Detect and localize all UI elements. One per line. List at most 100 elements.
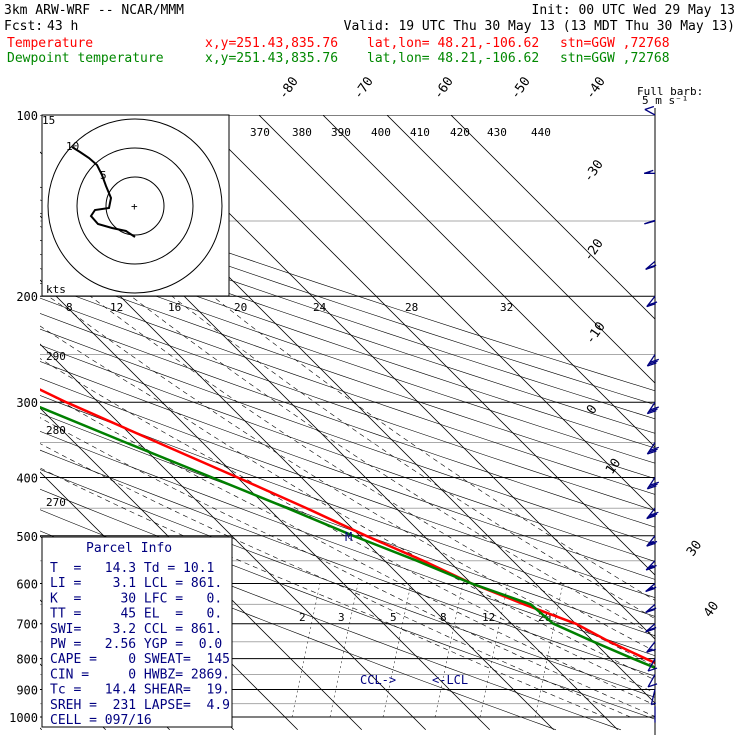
wind-barb [647,674,658,688]
valid-time: Valid: 19 UTC Thu 30 May 13 (13 MDT Thu … [344,19,735,34]
isotherm-label-top: -70 [351,74,377,102]
pressure-label-1000: 1000 [9,711,38,725]
mixing-ratio-label-bottom: 8 [440,611,447,624]
wind-barbs [643,105,660,735]
parcel-marker: M [345,530,352,544]
parcel-info-row: TT = 45 EL = 0. [50,607,222,622]
wind-barb [644,219,656,225]
dry-adiabat [40,226,655,434]
wind-barb [646,401,660,415]
theta-label: 380 [292,126,312,139]
dry-adiabat [40,412,655,637]
temp-latlon: lat,lon= 48.21,-106.62 [367,36,539,51]
isotherm-line [450,115,655,320]
hodograph-trace [71,146,136,238]
wind-barb [646,535,658,547]
dry-adiabat [40,377,655,598]
hodograph-ring-label-15: 15 [42,114,55,127]
mixing-ratio-line [291,583,321,718]
ccl-label: CCL-> [360,673,396,687]
moist-adiabat [40,443,631,718]
pressure-label-500: 500 [16,530,38,544]
parcel-info-row: SWI= 3.2 CCL = 861. [50,622,222,637]
mixing-ratio-label-bottom: 3 [338,611,345,624]
parcel-info-row: T = 14.3 Td = 10.1 [50,561,214,576]
isotherm-line [322,115,655,448]
dry-adiabat [40,449,655,677]
moist-adiabat [40,388,655,706]
theta-label-left: 280 [46,424,66,437]
wind-barb [645,560,657,571]
dry-adiabat [40,239,655,449]
parcel-info-row: Tc = 14.4 SHEAR= 19. [50,683,230,698]
hodograph-ring-15 [47,118,223,294]
dry-adiabat [40,186,655,392]
legend-dewpoint: Dewpoint temperature [7,51,164,66]
moist-adiabat [40,417,655,717]
mixing-ratio-line [434,583,464,718]
theta-label: 370 [250,126,270,139]
mixing-ratio-label-top: 28 [405,301,418,314]
moist-adiabat [130,295,655,636]
theta-label: 410 [410,126,430,139]
parcel-info-row: LI = 3.1 LCL = 861. [50,576,222,591]
pressure-label-400: 400 [16,471,38,485]
isotherm-line [194,115,655,576]
parcel-info-box: Parcel Info T = 14.3 Td = 10.1LI = 3.1 L… [41,536,233,728]
theta-label: 400 [371,126,391,139]
moist-adiabat [212,295,655,601]
barb-legend-line2: 5 m s⁻¹ [642,94,688,107]
isotherm-label-right: -20 [581,236,607,264]
hodograph-ring-5 [105,176,165,236]
fcst-value: 43 h [47,19,78,34]
dew-latlon: lat,lon= 48.21,-106.62 [367,51,539,66]
fcst-label: Fcst: [4,19,43,34]
dry-adiabat [40,268,655,479]
dew-stn: stn=GGW ,72768 [560,51,670,66]
parcel-info-frame [41,536,233,728]
dry-adiabat [40,253,655,464]
theta-label: 420 [450,126,470,139]
mixing-ratio-label-top: 32 [500,301,513,314]
mixing-ratio-line [534,583,564,718]
dry-adiabat [40,212,655,420]
wind-barb [646,442,660,455]
isotherm-line [40,279,490,731]
isotherm-label-right: 30 [684,538,705,559]
dry-adiabat [40,282,655,495]
wind-barb [645,623,657,633]
hodograph-center-mark: + [131,200,138,213]
parcel-info-row: CIN = 0 HWBZ= 2869. [50,667,230,682]
wind-barb [646,477,660,490]
dewpoint-profile [40,405,655,670]
dry-adiabat [40,469,655,698]
parcel-info-row: PW = 2.56 YGP = 0.0 [50,637,222,652]
mixing-ratio-label-bottom: 12 [482,611,495,624]
wind-barb [650,689,657,706]
dry-adiabat [40,297,655,511]
pressure-label-900: 900 [16,683,38,697]
isotherm-line [40,215,554,731]
mixing-ratio-label-top: 8 [66,301,73,314]
model-title: 3km ARW-WRF -- NCAR/MMM [4,3,184,18]
init-time: Init: 00 UTC Wed 29 May 13 [532,3,736,18]
kts-label: kts [46,283,66,296]
parcel-info-row: K = 30 LFC = 0. [50,591,222,606]
isotherm-line [258,115,655,512]
wind-barb [645,582,657,593]
isotherm-label-right: 40 [701,599,722,620]
temp-xy: x,y=251.43,835.76 [205,36,338,51]
theta-label-left: 290 [46,350,66,363]
wind-barb [644,105,656,116]
barb-legend-line1: Full barb: [637,85,703,98]
wind-barb [646,295,658,308]
moist-adiabat [40,325,655,681]
pressure-label-600: 600 [16,577,38,591]
mixing-ratio-label-bottom: 2 [299,611,306,624]
pressure-label-200: 200 [16,290,38,304]
dry-adiabat [40,199,655,405]
hodograph-ring-10 [76,147,194,265]
isotherm-label-right: 10 [603,456,624,477]
temp-stn: stn=GGW ,72768 [560,36,670,51]
